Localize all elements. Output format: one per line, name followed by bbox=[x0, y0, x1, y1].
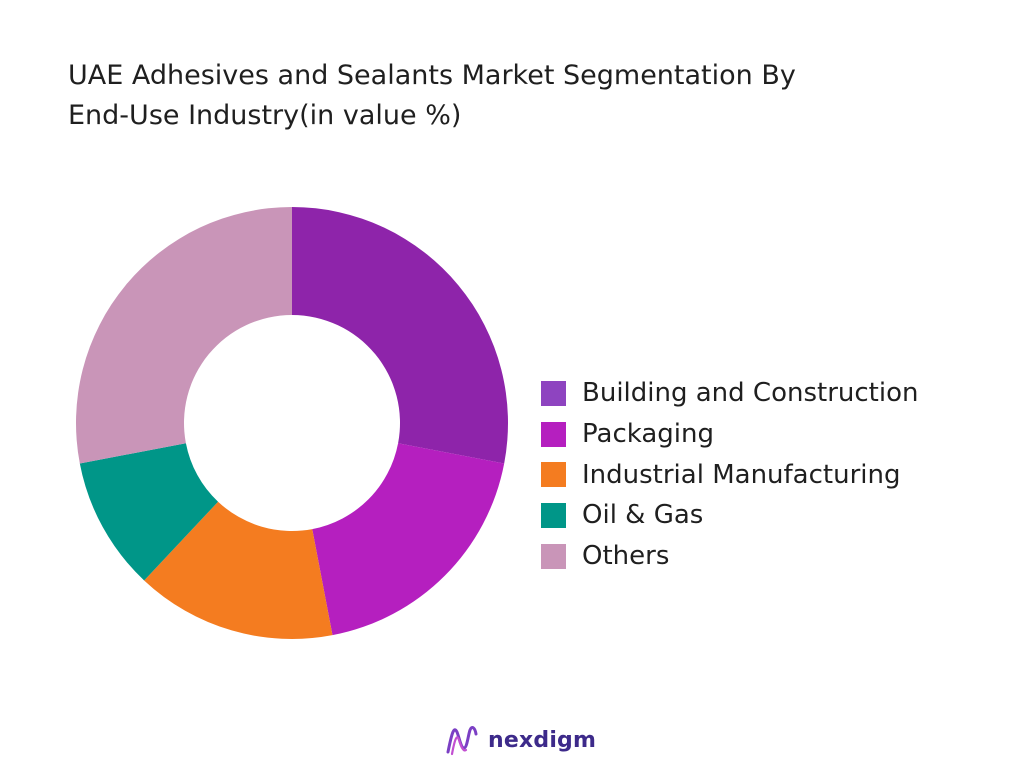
legend-item-oil-and-gas: Oil & Gas bbox=[541, 495, 918, 536]
brand-footer: nexdigm bbox=[444, 722, 596, 758]
legend-swatch bbox=[541, 462, 566, 488]
legend-label: Building and Construction bbox=[582, 378, 919, 409]
legend-item-industrial-manufacturing: Industrial Manufacturing bbox=[541, 454, 918, 495]
donut-slice-building-and-construction bbox=[292, 207, 509, 464]
legend-item-building-and-construction: Building and Construction bbox=[541, 373, 918, 414]
nexdigm-logo-icon bbox=[446, 726, 478, 756]
donut-slice-oil-gas bbox=[79, 443, 219, 581]
donut-slice-packaging bbox=[312, 443, 505, 636]
brand-name: nexdigm bbox=[488, 727, 597, 753]
legend-label: Others bbox=[582, 541, 670, 572]
legend-label: Oil & Gas bbox=[582, 500, 704, 531]
legend-item-others: Others bbox=[541, 536, 918, 577]
chart-title-line-2: End-Use Industry(in value %) bbox=[68, 100, 462, 131]
donut-slice-industrial-manufacturing bbox=[144, 501, 333, 639]
legend-swatch bbox=[541, 421, 566, 447]
legend-label: Industrial Manufacturing bbox=[582, 459, 901, 490]
legend-label: Packaging bbox=[582, 419, 714, 450]
chart-title: UAE Adhesives and Sealants Market Segmen… bbox=[68, 56, 948, 136]
legend-item-packaging: Packaging bbox=[541, 414, 918, 455]
chart-legend: Building and Construction Packaging Indu… bbox=[541, 373, 918, 576]
legend-swatch bbox=[541, 502, 566, 528]
legend-swatch bbox=[541, 543, 566, 569]
chart-title-line-1: UAE Adhesives and Sealants Market Segmen… bbox=[68, 60, 796, 91]
legend-swatch bbox=[541, 380, 566, 406]
donut-slice-others bbox=[75, 207, 292, 464]
